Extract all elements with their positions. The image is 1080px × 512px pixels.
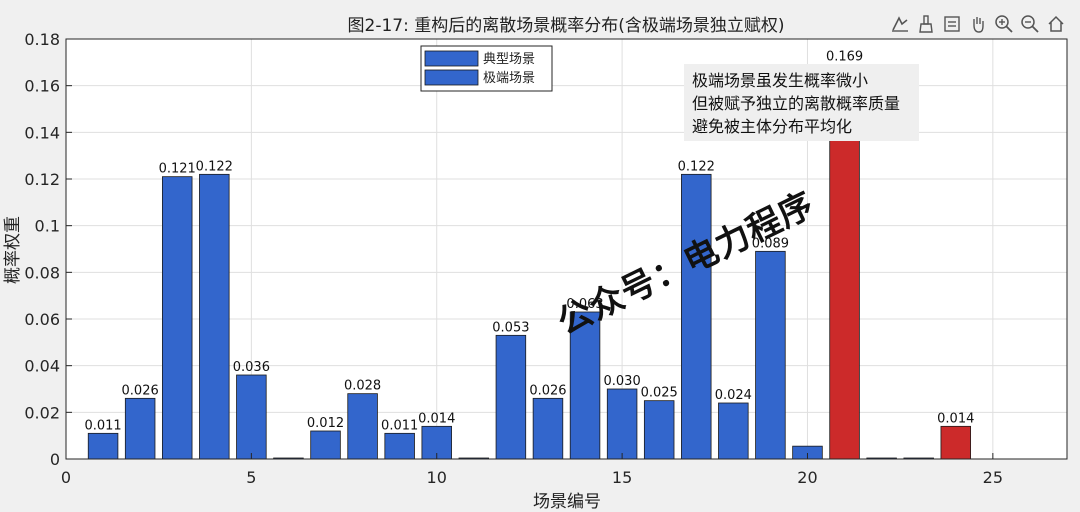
legend[interactable]: 典型场景 极端场景	[420, 45, 553, 92]
bar-value-label: 0.036	[233, 360, 270, 375]
bar-series-0-scenario-1	[87, 432, 119, 460]
bar-value-label: 0.169	[826, 50, 863, 65]
home-icon[interactable]	[1044, 12, 1068, 36]
x-tick-label: 15	[612, 468, 632, 487]
bar-value-label: 0.011	[84, 418, 121, 433]
bar-value-label: 0.121	[159, 162, 196, 177]
brush-icon[interactable]	[914, 12, 938, 36]
y-tick-label: 0.06	[24, 310, 60, 329]
bar-series-0-scenario-8	[347, 393, 378, 460]
bar-value-label: 0.028	[344, 379, 381, 394]
bar-value-label: 0.030	[604, 374, 641, 389]
chart-title: 图2-17: 重构后的离散场景概率分布(含极端场景独立赋权)	[348, 16, 785, 36]
y-tick-label: 0.12	[24, 170, 60, 189]
x-tick-label: 5	[246, 468, 256, 487]
bar-series-0-scenario-13	[532, 397, 564, 460]
ticks: 0 0.02 0.04 0.06 0.08 0.1 0.12 0.14 0.16 0.18 0 5 10…	[24, 30, 1003, 487]
y-tick-label: 0.14	[24, 123, 60, 142]
axes-toolbar	[888, 12, 1068, 38]
bar-series-1-scenario-24	[940, 425, 972, 460]
annotation-box: 极端场景虽发生概率微小 但被赋予独立的离散概率质量 避免被主体分布平均化	[684, 64, 919, 141]
bar-series-0-scenario-17	[681, 173, 712, 460]
zoom-in-icon[interactable]	[992, 12, 1016, 36]
annotation-line-1: 极端场景虽发生概率微小	[692, 71, 868, 90]
legend-label-typical: 典型场景	[483, 52, 535, 67]
bar-series-0-scenario-3	[161, 176, 193, 460]
y-tick-label: 0.08	[24, 263, 60, 282]
data-tips-icon[interactable]	[888, 12, 912, 36]
legend-swatch-typical	[424, 50, 479, 67]
legend-label-extreme: 极端场景	[483, 71, 535, 86]
bar-value-label: 0.063	[566, 297, 603, 312]
bar-value-label: 0.024	[715, 388, 752, 403]
annotation-line-2: 但被赋予独立的离散概率质量	[692, 94, 900, 113]
bar-value-label: 0.012	[307, 416, 344, 431]
x-tick-label: 20	[797, 468, 817, 487]
zoom-out-icon[interactable]	[1018, 12, 1042, 36]
bar-value-label: 0.122	[678, 159, 715, 174]
bar-value-label: 0.089	[752, 236, 789, 251]
y-tick-label: 0.04	[24, 357, 60, 376]
legend-swatch-extreme	[424, 69, 479, 86]
x-axis-label: 场景编号	[533, 492, 601, 512]
bar-series-0-scenario-2	[124, 397, 156, 460]
bar-series-0-scenario-12	[495, 334, 527, 460]
bar-value-label: 0.026	[529, 383, 566, 398]
bar-value-label: 0.053	[492, 320, 529, 335]
bar-value-label: 0.026	[122, 383, 159, 398]
bar-series-0-scenario-16	[643, 400, 675, 460]
restore-view-icon[interactable]	[940, 12, 964, 36]
bar-value-label: 0.122	[196, 159, 233, 174]
bar-series-0-scenario-18	[718, 402, 749, 460]
x-tick-label: 0	[61, 468, 71, 487]
y-axis-label: 概率权重	[3, 216, 23, 284]
y-tick-label: 0.02	[24, 403, 60, 422]
bar-series-0-scenario-7	[310, 430, 341, 460]
bar-series-0-scenario-4	[199, 173, 230, 460]
pan-icon[interactable]	[966, 12, 990, 36]
bar-value-label: 0.025	[641, 386, 678, 401]
x-tick-label: 10	[427, 468, 447, 487]
y-tick-label: 0.18	[24, 30, 60, 49]
y-tick-label: 0.1	[35, 217, 60, 236]
bar-series-0-scenario-14	[569, 311, 601, 460]
bar-series-0-scenario-15	[606, 388, 638, 460]
bar-series-0-scenario-19	[755, 250, 786, 460]
annotation-line-3: 避免被主体分布平均化	[692, 117, 852, 136]
plot-border	[65, 38, 1068, 460]
bar-value-label: 0.014	[937, 411, 974, 426]
bar-value-label: 0.014	[418, 411, 455, 426]
bar-series-0-scenario-5	[236, 374, 267, 460]
bar-value-label: 0.011	[381, 418, 418, 433]
y-tick-label: 0.16	[24, 77, 60, 96]
y-tick-label: 0	[50, 450, 60, 469]
x-tick-label: 25	[983, 468, 1003, 487]
bar-series-0-scenario-9	[384, 432, 415, 460]
